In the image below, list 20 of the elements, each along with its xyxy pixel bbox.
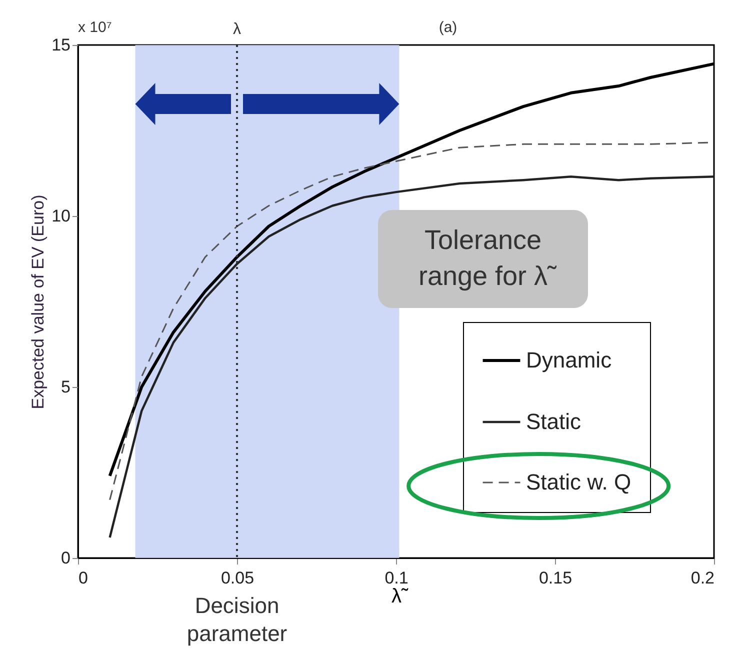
text: x 10⁷ — [78, 19, 112, 36]
x-tick-label: 0.05 — [220, 568, 254, 588]
y-tick-label: 15 — [52, 36, 70, 54]
text: Decision parameter — [186, 593, 288, 646]
band-label: Tolerance range for λ̃ — [418, 225, 558, 291]
legend-label: Static w. Q — [526, 470, 632, 494]
y-tick-label: 0 — [61, 548, 70, 568]
y-axis-title: Expected value of EV (Euro) — [28, 194, 48, 410]
x-tick-label: 0 — [78, 568, 88, 588]
x-tick-label: 0.1 — [384, 568, 408, 588]
x-axis-title: λ̃ — [392, 586, 408, 608]
line-series — [108, 176, 716, 539]
x-tick-label: 0.2 — [690, 568, 714, 588]
ref-line-label: λ — [233, 21, 241, 38]
y-tick-label: 5 — [61, 378, 70, 396]
text: (a) — [438, 19, 458, 36]
y-tick-label: 10 — [52, 206, 70, 226]
legend-label: Dynamic — [526, 348, 612, 372]
x-tick-label: 0.15 — [538, 568, 572, 588]
legend-label: Static — [526, 409, 582, 434]
